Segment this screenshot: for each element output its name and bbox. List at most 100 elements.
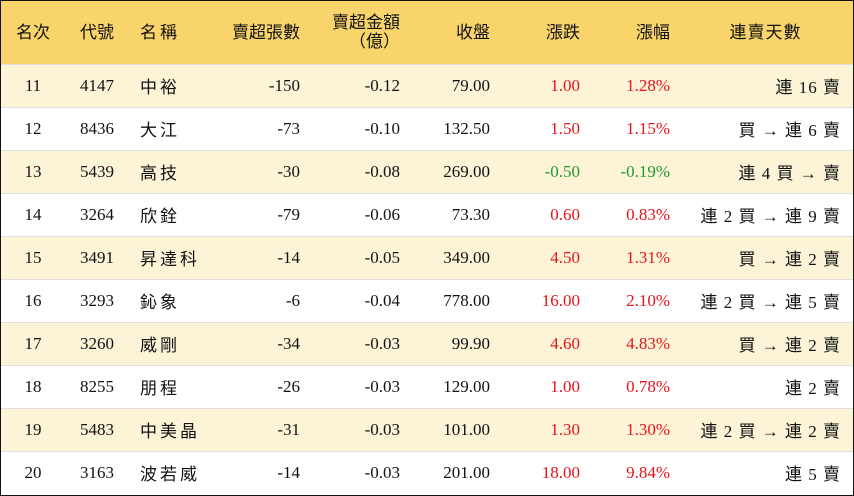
cell-name: 中美晶 [140, 422, 200, 441]
cell-code: 3260 [80, 333, 114, 353]
cell-change-pct: 4.83% [626, 333, 670, 353]
cell-code: 3264 [80, 204, 114, 224]
table-row: 18 8255 朋程 -26 -0.03 129.00 1.00 0.78% 連 2 賣 [1, 365, 853, 408]
cell-name: 波若威 [140, 465, 200, 485]
cell-rank: 15 [24, 247, 42, 267]
cell-close: 778.00 [443, 290, 490, 310]
header-net-sell-amount-line2: （億） [349, 32, 400, 52]
cell-rank: 18 [24, 376, 42, 396]
cell-net-sell-lots: -26 [277, 376, 300, 396]
cell-net-sell-lots: -14 [277, 247, 300, 267]
table-row: 11 4147 中裕 -150 -0.12 79.00 1.00 1.28% 連 16 賣 [1, 64, 853, 107]
cell-rank: 13 [24, 161, 42, 181]
cell-change-pct: 2.10% [626, 290, 670, 310]
cell-change: 4.50 [550, 247, 580, 267]
cell-net-sell-amount: -0.03 [364, 462, 400, 482]
cell-rank: 14 [24, 204, 42, 224]
cell-streak: 買 → 連 2 賣 [738, 250, 841, 269]
cell-code: 8255 [80, 376, 114, 396]
cell-change: 1.30 [550, 419, 580, 439]
cell-rank: 17 [24, 333, 42, 353]
cell-name: 高技 [140, 164, 180, 183]
cell-net-sell-amount: -0.03 [364, 419, 400, 439]
table-row: 17 3260 威剛 -34 -0.03 99.90 4.60 4.83% 買 → 連 2 賣 [1, 322, 853, 365]
cell-change: 4.60 [550, 333, 580, 353]
cell-change: 1.00 [550, 75, 580, 95]
cell-name: 大江 [140, 121, 180, 140]
cell-net-sell-lots: -31 [277, 419, 300, 439]
header-rank: 名次 [16, 22, 50, 42]
cell-streak: 連 2 買 → 連 2 賣 [700, 422, 841, 441]
cell-close: 132.50 [443, 118, 490, 138]
cell-name: 朋程 [140, 379, 180, 398]
cell-streak: 連 2 買 → 連 5 賣 [700, 293, 841, 312]
cell-change-pct: 0.83% [626, 204, 670, 224]
cell-name: 欣銓 [140, 207, 180, 226]
cell-rank: 12 [24, 118, 42, 138]
cell-net-sell-lots: -6 [285, 290, 300, 310]
cell-net-sell-lots: -34 [277, 333, 300, 353]
cell-streak: 連 2 買 → 連 9 賣 [700, 207, 841, 226]
cell-change-pct: 1.28% [626, 75, 670, 95]
cell-rank: 20 [24, 462, 42, 482]
cell-net-sell-lots: -150 [268, 75, 300, 95]
cell-close: 129.00 [443, 376, 490, 396]
cell-streak: 連 2 賣 [785, 379, 841, 398]
cell-change-pct: -0.19% [620, 161, 670, 181]
cell-code: 3163 [80, 462, 114, 482]
header-name: 名稱 [140, 22, 180, 42]
cell-rank: 19 [24, 419, 42, 439]
table-row: 14 3264 欣銓 -79 -0.06 73.30 0.60 0.83% 連 2 買 → 連 … [1, 193, 853, 236]
cell-change: 0.60 [550, 204, 580, 224]
cell-change: 1.50 [550, 118, 580, 138]
cell-net-sell-lots: -79 [277, 204, 300, 224]
cell-net-sell-amount: -0.08 [364, 161, 400, 181]
cell-code: 4147 [80, 75, 114, 95]
cell-code: 5483 [80, 419, 114, 439]
cell-change-pct: 1.15% [626, 118, 670, 138]
cell-code: 5439 [80, 161, 114, 181]
cell-name: 鈊象 [140, 293, 180, 312]
cell-net-sell-amount: -0.06 [364, 204, 400, 224]
header-net-sell-lots: 賣超張數 [232, 22, 300, 42]
table-row: 12 8436 大江 -73 -0.10 132.50 1.50 1.15% 買 → 連 6 賣 [1, 107, 853, 150]
cell-code: 8436 [80, 118, 114, 138]
cell-close: 101.00 [443, 419, 490, 439]
header-change: 漲跌 [546, 22, 580, 42]
cell-net-sell-amount: -0.12 [364, 75, 400, 95]
cell-net-sell-lots: -30 [277, 161, 300, 181]
header-code: 代號 [80, 22, 114, 42]
cell-change: 18.00 [541, 462, 580, 482]
header-net-sell-amount: 賣超金額 （億） [308, 1, 408, 64]
cell-change-pct: 1.31% [626, 247, 670, 267]
cell-name: 威剛 [140, 336, 180, 355]
cell-net-sell-amount: -0.03 [364, 376, 400, 396]
cell-rank: 16 [24, 290, 42, 310]
cell-close: 201.00 [443, 462, 490, 482]
cell-change-pct: 9.84% [626, 462, 670, 482]
header-streak: 連賣天數 [729, 22, 802, 42]
cell-streak: 買 → 連 2 賣 [738, 336, 841, 355]
cell-name: 中裕 [140, 78, 180, 97]
cell-streak: 連 16 賣 [775, 78, 841, 97]
header-net-sell-amount-line1: 賣超金額 [332, 13, 400, 33]
cell-net-sell-amount: -0.04 [364, 290, 400, 310]
table-row: 19 5483 中美晶 -31 -0.03 101.00 1.30 1.30% 連 2 買 → … [1, 408, 853, 451]
header-change-pct: 漲幅 [636, 22, 670, 42]
cell-change: -0.50 [544, 161, 580, 181]
cell-net-sell-amount: -0.05 [364, 247, 400, 267]
cell-change: 16.00 [541, 290, 580, 310]
cell-change-pct: 0.78% [626, 376, 670, 396]
cell-change-pct: 1.30% [626, 419, 670, 439]
cell-net-sell-amount: -0.10 [364, 118, 400, 138]
cell-net-sell-amount: -0.03 [364, 333, 400, 353]
cell-close: 73.30 [451, 204, 490, 224]
table-row: 20 3163 波若威 -14 -0.03 201.00 18.00 9.84% 連 5 賣 [1, 451, 853, 494]
table-body: 11 4147 中裕 -150 -0.12 79.00 1.00 1.28% 連 16 賣 12 8… [1, 64, 853, 494]
cell-close: 79.00 [451, 75, 490, 95]
cell-net-sell-lots: -14 [277, 462, 300, 482]
cell-close: 269.00 [443, 161, 490, 181]
table-header-row: 名次 代號 名稱 賣超張數 賣超金額 （億） 收盤 漲跌 漲幅 連賣天數 [1, 1, 853, 64]
